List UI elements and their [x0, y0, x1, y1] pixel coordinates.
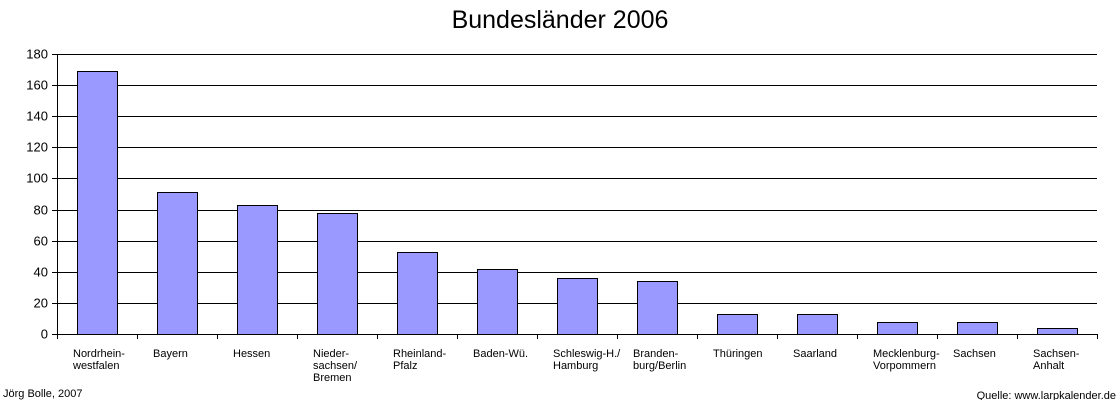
bar: [877, 322, 918, 335]
bar: [237, 205, 278, 335]
source-note: Quelle: www.larpkalender.de: [976, 390, 1116, 400]
x-tick-label: Nieder-sachsen/Bremen: [313, 348, 358, 384]
bar: [637, 281, 678, 335]
y-tick-label: 40: [34, 265, 48, 280]
x-tick-label: Bayern: [153, 348, 188, 360]
x-tick-label: Nordrhein-westfalen: [72, 348, 125, 372]
y-tick-label: 80: [34, 203, 48, 218]
bar: [797, 314, 838, 335]
y-tick-label: 140: [26, 109, 48, 124]
chart-title: Bundesländer 2006: [451, 6, 669, 34]
bar: [1037, 328, 1078, 335]
x-tick-label: Mecklenburg-Vorpommern: [873, 348, 940, 372]
bar: [477, 269, 518, 335]
bar: [157, 192, 198, 335]
x-tick-label: Schleswig-H./Hamburg: [553, 348, 621, 372]
bar: [317, 213, 358, 335]
x-tick-label: Sachsen-Anhalt: [1033, 348, 1080, 372]
x-tick-label: Sachsen: [953, 348, 996, 360]
bar: [557, 278, 598, 335]
x-tick-label: Rheinland-Pfalz: [393, 348, 447, 372]
y-tick-label: 180: [26, 47, 48, 62]
x-tick-label: Branden-burg/Berlin: [633, 348, 686, 372]
y-tick-label: 20: [34, 296, 48, 311]
y-tick-label: 120: [26, 140, 48, 155]
y-tick-label: 160: [26, 78, 48, 93]
author-note: Jörg Bolle, 2007: [3, 388, 83, 400]
x-tick-label: Baden-Wü.: [473, 348, 528, 360]
bar: [77, 71, 118, 335]
x-tick-label: Hessen: [233, 348, 270, 360]
bar: [397, 252, 438, 335]
y-tick-label: 100: [26, 171, 48, 186]
x-tick-label: Thüringen: [713, 348, 763, 360]
y-tick-label: 60: [34, 234, 48, 249]
bar: [717, 314, 758, 335]
bar: [957, 322, 998, 335]
x-tick-label: Saarland: [793, 348, 837, 360]
y-tick-label: 0: [41, 327, 48, 342]
